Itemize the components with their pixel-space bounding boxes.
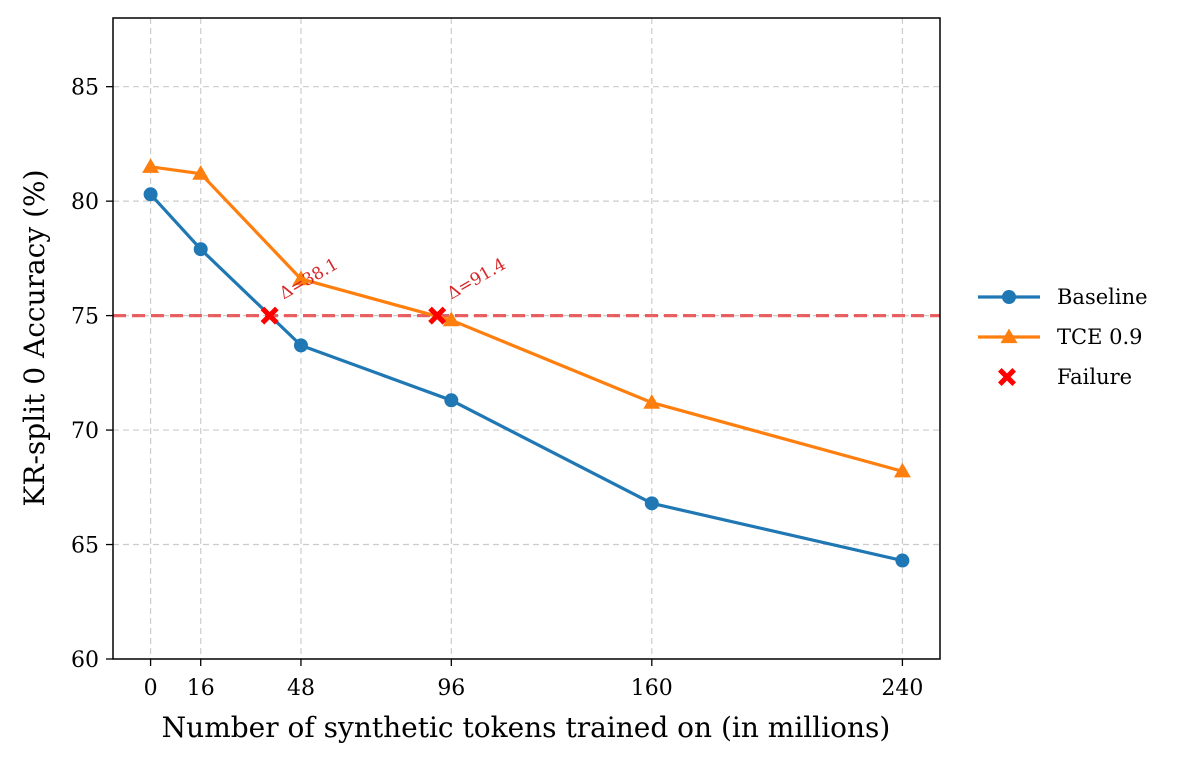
series-group (142, 158, 911, 568)
plot-frame (112, 17, 941, 660)
data-point-baseline (644, 496, 659, 511)
y-tick-label: 65 (71, 534, 99, 559)
y-tick-label: 75 (71, 305, 99, 330)
legend-label-failure: Failure (1057, 365, 1132, 389)
series-line-tce-0-9 (150, 165, 903, 473)
legend-marker-baseline (1002, 290, 1016, 304)
failure-marker (428, 306, 447, 325)
x-axis-title: Number of synthetic tokens trained on (i… (162, 711, 891, 744)
legend-label-baseline: Baseline (1057, 285, 1148, 309)
data-point-tce-0-9 (292, 270, 310, 286)
y-axis-title: KR-split 0 Accuracy (%) (18, 169, 51, 506)
data-point-baseline (444, 393, 459, 408)
x-tick-label: 240 (881, 676, 923, 701)
data-point-baseline (895, 553, 910, 568)
x-tick-label: 48 (287, 676, 315, 701)
data-point-tce-0-9 (192, 165, 210, 180)
data-point-baseline (293, 338, 308, 353)
data-point-baseline (143, 187, 158, 202)
legend: Baseline TCE 0.9 Failure (978, 285, 1148, 389)
x-tick-label: 16 (187, 676, 215, 701)
legend-marker-tce (1000, 328, 1018, 344)
failure-marker (260, 306, 279, 325)
data-point-tce-0-9 (442, 311, 460, 327)
x-tick-label: 0 (144, 676, 158, 701)
data-point-tce-0-9 (643, 394, 661, 409)
axis-ticks: 0 16 48 96 160 240 60 65 70 75 80 85 (71, 76, 923, 701)
failure-annotation: Δ=91.4 (444, 254, 510, 304)
x-tick-label: 96 (437, 676, 465, 701)
data-point-tce-0-9 (142, 158, 160, 173)
legend-marker-failure (998, 368, 1016, 386)
grid (113, 18, 940, 659)
y-tick-label: 60 (71, 648, 99, 673)
y-tick-label: 85 (71, 76, 99, 101)
data-point-tce-0-9 (893, 462, 911, 478)
legend-label-tce: TCE 0.9 (1057, 325, 1142, 349)
data-point-baseline (193, 242, 208, 257)
y-tick-label: 80 (71, 190, 99, 215)
y-tick-label: 70 (71, 419, 99, 444)
x-tick-label: 160 (631, 676, 673, 701)
series-line-baseline (149, 193, 903, 563)
